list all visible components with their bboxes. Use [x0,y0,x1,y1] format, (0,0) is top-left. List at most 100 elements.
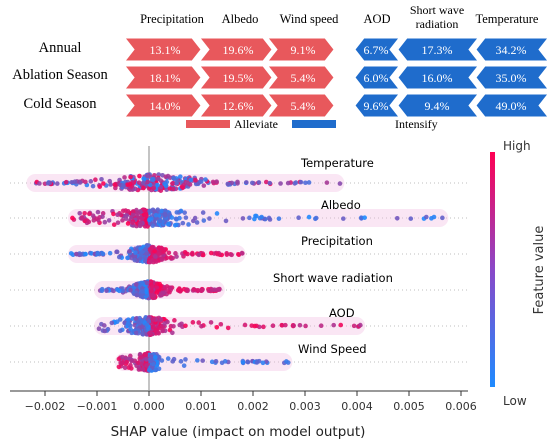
swarm-point-2-216 [224,251,229,256]
alleviate-value-0-0: 13.1% [150,43,181,57]
swarm-point-5-241 [240,360,246,365]
swarm-point-2-252 [144,251,149,256]
swarm-point-0-67 [201,183,207,188]
swarm-point-0-245 [163,183,169,189]
colorbar-low-label: Low [503,394,527,408]
swarm-point-4-111 [283,322,288,328]
swarm-point-0-244 [203,177,208,182]
swarm-point-2-161 [107,250,113,256]
swarm-point-2-235 [137,256,143,261]
contribution-table: Precipitation Albedo Wind speed AOD Shor… [12,3,550,131]
swarm-point-0-147 [55,181,60,186]
intensify-header-1-line2: radiation [416,17,459,31]
swarm-point-5-158 [171,356,177,362]
swarm-point-1-257 [147,217,152,223]
swarm-point-1-158 [139,216,145,222]
swarm-point-2-203 [143,255,148,260]
swarm-point-5-238 [147,367,152,373]
swarm-point-4-181 [160,328,165,334]
intensify-arrow-2-2 [475,93,550,118]
swarm-point-1-217 [183,215,189,220]
swarm-point-4-224 [133,330,139,336]
swarm-point-0-48 [337,181,343,186]
x-axis-ticks: −0.002 −0.001 0.000 0.001 0.002 0.003 0.004 0.0… [25,391,477,413]
beeswarm-points [26,172,449,373]
swarm-row-5 [114,350,293,373]
swarm-point-1-230 [86,219,92,225]
swarm-point-3-227 [159,292,164,298]
swarm-point-1-156 [431,214,437,220]
swarm-point-4-258 [146,319,152,324]
row-label-2: Cold Season [24,96,98,112]
swarm-point-5-237 [178,359,184,364]
swarm-point-4-248 [297,322,303,328]
swarm-point-0-246 [155,182,160,188]
swarm-point-5-219 [143,352,149,358]
shap-plot: Temperature Albedo Precipitation Short w… [10,146,477,440]
x-tick-label-2: 0.000 [133,400,165,413]
swarm-point-0-230 [170,180,176,186]
swarm-row-4 [94,314,366,337]
alleviate-header-1: Albedo [222,12,259,26]
feature-label-wind-speed: Wind Speed [298,342,367,356]
swarm-point-0-257 [278,181,283,186]
swarm-point-2-244 [240,251,245,256]
swarm-point-4-189 [252,323,258,329]
swarm-point-4-94 [214,325,220,330]
colorbar-gradient [490,152,495,387]
swarm-point-0-209 [285,180,291,186]
swarm-point-4-242 [351,323,357,329]
swarm-point-2-229 [159,257,165,262]
row-label-0: Annual [39,40,82,56]
swarm-point-5-232 [139,361,145,367]
swarm-point-0-121 [214,179,219,184]
feature-label-precipitation: Precipitation [301,234,373,248]
swarm-point-5-114 [181,363,187,368]
swarm-point-3-235 [168,285,174,291]
swarm-point-2-259 [149,245,155,251]
swarm-point-2-96 [229,252,234,258]
swarm-point-2-149 [114,249,120,255]
alleviate-arrow-0-2 [266,37,335,62]
intensify-value-0-2: 34.2% [496,43,527,57]
swarm-point-0-223 [72,179,78,185]
alleviate-value-2-2: 5.4% [291,99,316,113]
swarm-point-0-65 [293,180,299,185]
swarm-point-3-257 [140,289,145,294]
swarm-point-4-190 [150,324,156,330]
swarm-point-1-216 [174,210,180,215]
swarm-point-5-55 [128,363,133,368]
swarm-point-4-160 [117,317,123,322]
swarm-point-5-214 [136,367,142,372]
swarm-point-0-111 [324,180,330,185]
swarm-point-2-222 [127,248,132,254]
swarm-point-4-234 [162,321,167,326]
swarm-point-1-206 [142,207,148,213]
intensify-header-1-line1: Short wave [410,3,464,17]
swarm-point-1-13 [200,210,206,215]
alleviate-value-2-1: 12.6% [223,99,254,113]
swarm-point-1-160 [223,218,229,224]
legend-alleviate-swatch [186,120,230,128]
alleviate-header-0: Precipitation [140,12,205,26]
swarm-point-4-228 [126,317,131,323]
swarm-point-5-120 [116,364,122,370]
swarm-point-2-160 [190,250,195,256]
swarm-point-4-204 [199,324,204,329]
swarm-point-2-231 [125,255,130,261]
intensify-value-0-1: 17.3% [422,43,453,57]
alleviate-value-1-0: 18.1% [150,71,181,85]
swarm-point-1-240 [254,213,259,219]
swarm-point-4-158 [218,322,224,327]
swarm-point-0-255 [141,185,146,191]
swarm-point-1-165 [165,222,171,227]
swarm-point-2-251 [215,251,220,257]
swarm-point-4-235 [128,327,133,332]
alleviate-arrow-1-0 [123,65,202,90]
swarm-point-1-198 [135,210,141,216]
swarm-point-0-241 [132,186,138,192]
intensify-header-0: AOD [363,12,390,26]
swarm-point-1-16 [186,222,191,227]
swarm-point-4-83 [318,323,324,329]
swarm-point-2-245 [156,251,162,257]
